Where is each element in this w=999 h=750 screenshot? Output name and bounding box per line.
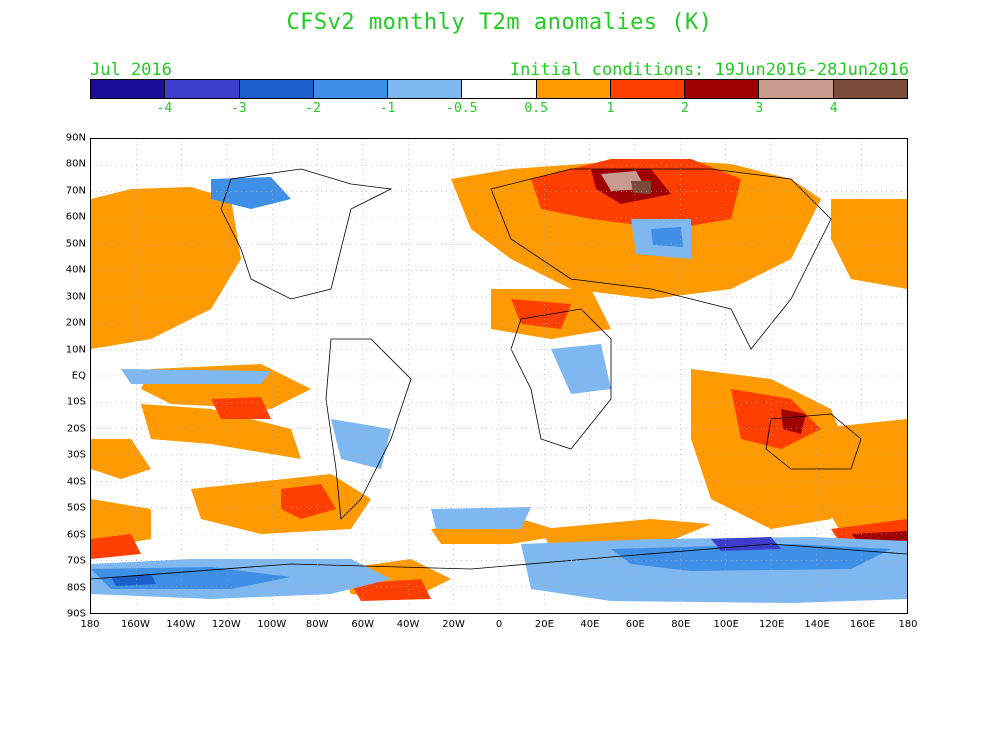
latitude-tick-label: 20S [66,423,86,435]
latitude-tick-label: 60N [65,211,86,223]
longitude-tick-label: 80W [305,619,329,630]
anomaly-region [631,181,651,194]
anomaly-region [91,439,151,479]
longitude-tick-label: 120E [758,619,785,630]
anomaly-region [331,419,391,469]
colorbar-swatch [833,80,907,98]
colorbar-swatch [462,80,537,98]
colorbar-tick-label: -0.5 [446,101,478,116]
latitude-tick-label: 30N [65,291,86,303]
coastline [510,308,612,450]
longitude-tick-label: 60E [625,619,645,630]
colorbar-swatch [610,80,686,98]
anomaly-region [121,369,271,384]
anomaly-region [91,534,141,559]
anomaly-region [781,409,806,434]
forecast-month-label: Jul 2016 [90,60,172,80]
anomaly-region [431,507,531,529]
anomaly-region [651,227,683,247]
colorbar-tick-label: -1 [379,101,396,116]
map-frame [90,138,908,614]
anomaly-region [831,199,907,289]
latitude-tick-label: 40S [66,476,86,488]
colorbar-tick-label: -4 [156,101,173,116]
longitude-tick-label: 40W [396,619,420,630]
latitude-tick-label: 50S [66,502,86,514]
initial-conditions-label: Initial conditions: 19Jun2016-28Jun2016 [509,60,909,80]
anomaly-region [611,544,891,571]
longitude-tick-label: 160W [120,619,150,630]
longitude-tick-label: 100W [257,619,287,630]
latitude-tick-label: 10N [65,344,86,356]
latitude-tick-label: 70N [65,185,86,197]
latitude-tick-label: 90N [65,132,86,144]
anomaly-region [351,579,431,601]
anomaly-region [551,344,611,394]
colorbar-tick-label: 4 [829,101,838,116]
latitude-tick-label: 40N [65,264,86,276]
longitude-tick-label: 120W [211,619,241,630]
colorbar-tick-label: -3 [230,101,247,116]
anomaly-region [91,499,151,549]
anomaly-region [731,389,821,449]
longitude-tick-label: 40E [580,619,600,630]
anomaly-region [511,299,571,329]
latitude-tick-label: 50N [65,238,86,250]
colorbar-swatch [313,80,389,98]
colorbar-tick-label: 3 [755,101,764,116]
latitude-tick-label: 70S [66,555,86,567]
colorbar-swatch [165,80,240,98]
colorbar-tick-label: -2 [305,101,321,116]
longitude-tick-label: 20E [534,619,554,630]
longitude-tick-label: 160E [849,619,876,630]
anomaly-region [281,484,336,519]
anomaly-region [141,404,301,459]
chart-title: CFSv2 monthly T2m anomalies (K) [286,10,713,35]
anomaly-map [91,139,907,613]
latitude-tick-label: 80N [65,158,86,170]
longitude-tick-label: 180 [898,619,918,630]
longitude-tick-label: 80E [671,619,691,630]
anomaly-region [211,177,291,209]
latitude-tick-label: 20N [65,317,86,329]
latitude-tick-label: 90S [66,608,86,620]
latitude-tick-label: 30S [66,449,86,461]
latitude-tick-label: 80S [66,582,86,594]
colorbar-swatch [759,80,834,98]
coastline [325,338,412,520]
colorbar-swatch [91,80,166,98]
latitude-tick-label: 10S [66,396,86,408]
colorbar-tick-label: 0.5 [524,101,548,116]
longitude-tick-label: 180 [80,619,100,630]
latitude-tick-label: EQ [71,370,86,382]
coastline [91,543,907,580]
longitude-tick-label: 140W [166,619,196,630]
anomaly-region [211,397,271,419]
colorbar-swatch [388,80,463,98]
colorbar-tick-label: 2 [680,101,689,116]
colorbar [90,79,908,99]
coastline [220,168,393,300]
longitude-tick-label: 100E [713,619,739,630]
longitude-tick-label: 20W [442,619,465,630]
longitude-tick-label: 0 [495,619,503,630]
coastline [765,413,862,470]
colorbar-swatch [685,80,760,98]
colorbar-swatch [536,80,611,98]
colorbar-swatch [239,80,314,98]
longitude-tick-label: 60W [351,619,374,630]
anomaly-region [91,187,241,349]
longitude-tick-label: 140E [804,619,830,630]
latitude-tick-label: 60S [66,529,86,541]
colorbar-tick-label: 1 [606,101,615,116]
